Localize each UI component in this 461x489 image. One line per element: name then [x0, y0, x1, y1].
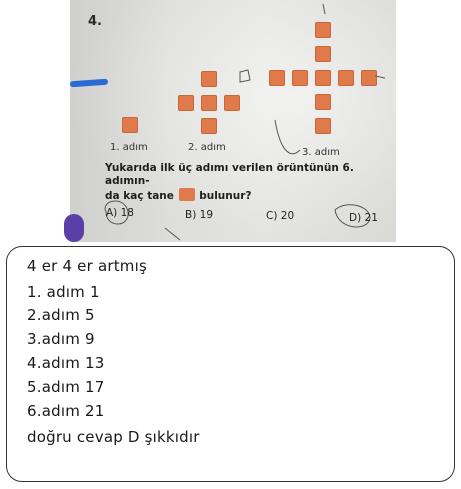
answer-line-3: 2.adım 5	[27, 306, 95, 324]
answer-line-5: 4.adım 13	[27, 354, 105, 372]
pen-marks	[104, 3, 386, 241]
answer-box: 4 er 4 er artmış 1. adım 1 2.adım 5 3.ad…	[6, 246, 455, 482]
tile	[269, 70, 285, 86]
answer-line-4: 3.adım 9	[27, 330, 95, 348]
step-label-3: 3. adım	[302, 147, 340, 158]
tile	[292, 70, 308, 86]
step-label-1: 1. adım	[110, 142, 148, 153]
tile	[315, 118, 331, 134]
option-a: A) 18	[106, 207, 134, 219]
tile	[315, 94, 331, 110]
answer-line-8: doğru cevap D şıkkıdır	[27, 428, 200, 446]
answer-line-2: 1. adım 1	[27, 283, 100, 301]
tile	[201, 95, 217, 111]
tile	[122, 117, 138, 133]
question-number: 4.	[88, 14, 102, 29]
tile	[361, 70, 377, 86]
tile	[201, 118, 217, 134]
tile	[315, 46, 331, 62]
option-d: D) 21	[349, 212, 378, 224]
answer-line-1: 4 er 4 er artmış	[27, 257, 147, 275]
tile	[338, 70, 354, 86]
tile	[224, 95, 240, 111]
question-photo: 4. 1. adım 2. adım 3. adım Yukarıda ilk …	[70, 0, 396, 242]
step-label-2: 2. adım	[188, 142, 226, 153]
tile	[315, 70, 331, 86]
tile-icon	[178, 188, 195, 201]
answer-line-7: 6.adım 21	[27, 402, 105, 420]
answer-line-6: 5.adım 17	[27, 378, 105, 396]
option-b: B) 19	[185, 209, 213, 221]
tile	[315, 22, 331, 38]
tile	[178, 95, 194, 111]
option-c: C) 20	[266, 210, 295, 222]
tile	[201, 71, 217, 87]
question-stem: Yukarıda ilk üç adımı verilen örüntünün …	[105, 162, 354, 202]
thumb-edge	[64, 214, 84, 242]
